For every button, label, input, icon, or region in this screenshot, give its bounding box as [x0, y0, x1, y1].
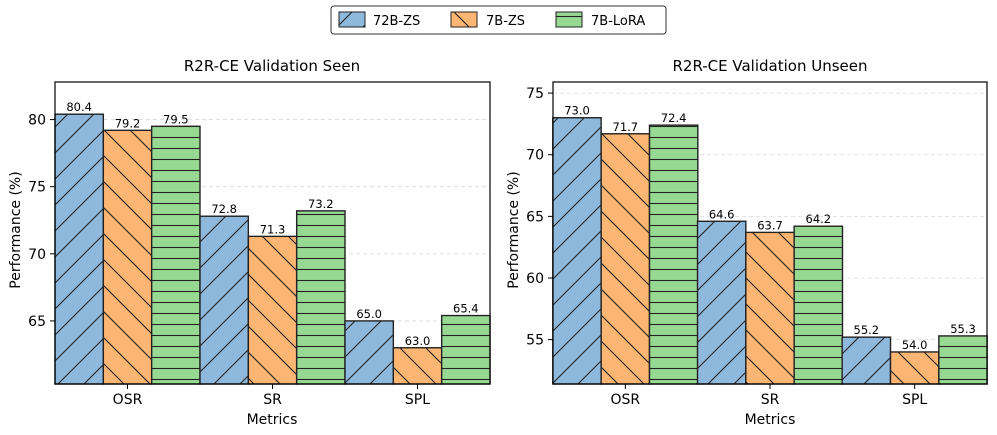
bar-label-7b-zs-sr: 71.3 [260, 222, 286, 236]
bar-label-72b-zs-spl: 55.2 [854, 323, 880, 337]
y-tick-label: 70 [526, 148, 544, 164]
bar-label-72b-zs-osr: 73.0 [564, 104, 590, 118]
bar-hatch-72b-zs-osr [54, 113, 105, 385]
y-tick-label: 65 [28, 314, 46, 330]
y-tick-label: 55 [526, 333, 544, 349]
legend-label-72b-zs: 72B-ZS [373, 14, 420, 29]
y-tick-label: 70 [28, 247, 46, 263]
y-ticks-seen: 65 70 75 80 [28, 113, 55, 330]
y-ticks-unseen: 55 60 65 70 75 [526, 86, 553, 349]
bar-label-7b-lora-spl: 55.3 [950, 322, 976, 336]
bar-labels-seen: 80.4 79.2 79.5 72.8 71.3 73.2 65.0 63.0 65.4 [66, 100, 478, 348]
bars-unseen [552, 117, 988, 385]
legend-item-7b-lora: 7B-LoRA [555, 11, 645, 29]
bar-hatch-7b-lora-osr [150, 125, 201, 385]
legend-label-7b-zs: 7B-ZS [486, 14, 525, 29]
plot-frame-unseen [552, 81, 988, 385]
bar-hatch-7b-zs-osr [600, 133, 651, 385]
x-tick-label: SPL [405, 392, 430, 408]
y-tick-label: 75 [28, 180, 46, 196]
bar-hatch-72b-zs-osr [552, 117, 602, 385]
bar-hatch-7b-zs-sr [247, 235, 298, 385]
bar-hatch-72b-zs-sr [199, 215, 250, 385]
bar-hatch-7b-lora-spl [440, 314, 491, 385]
x-ticks-unseen: OSR SR SPL [611, 384, 927, 408]
bar-hatch-7b-zs-spl [889, 351, 940, 385]
chart-unseen: R2R-CE Validation Unseen Performance (%)… [506, 57, 988, 428]
y-tick-label: 75 [526, 86, 544, 102]
bar-label-7b-zs-osr: 71.7 [613, 120, 639, 134]
bar-hatch-72b-zs-spl [344, 320, 395, 385]
chart-title-seen: R2R-CE Validation Seen [184, 57, 360, 75]
y-tick-label: 80 [28, 113, 46, 129]
bar-label-7b-lora-sr: 64.2 [806, 212, 832, 226]
bar-label-7b-zs-sr: 63.7 [757, 218, 783, 232]
chart-title-unseen: R2R-CE Validation Unseen [672, 57, 867, 75]
y-tick-label: 65 [526, 209, 544, 225]
bar-hatch-7b-lora-sr [793, 225, 844, 385]
bar-label-7b-lora-osr: 72.4 [661, 111, 687, 125]
x-tick-label: SR [263, 392, 282, 408]
legend: 72B-ZS 7B-ZS 7B-LoRA [330, 5, 667, 35]
bar-label-7b-lora-sr: 73.2 [308, 197, 334, 211]
bar-hatch-7b-lora-sr [295, 210, 346, 385]
x-tick-label: OSR [611, 392, 641, 408]
x-axis-label-seen: Metrics [247, 412, 298, 428]
x-tick-label: SR [761, 392, 780, 408]
bar-label-7b-lora-osr: 79.5 [163, 112, 189, 126]
bar-hatch-72b-zs-sr [696, 220, 747, 385]
bar-label-72b-zs-sr: 72.8 [211, 202, 237, 216]
bar-hatch-7b-zs-osr [102, 129, 153, 385]
legend-item-72b-zs: 72B-ZS [338, 11, 420, 29]
legend-label-7b-lora: 7B-LoRA [591, 14, 645, 29]
bar-hatch-7b-zs-sr [745, 231, 795, 385]
bar-label-72b-zs-spl: 65.0 [356, 307, 382, 321]
bar-hatch-72b-zs-spl [841, 336, 892, 385]
x-tick-label: OSR [113, 392, 143, 408]
bar-hatch-7b-lora-spl [938, 335, 988, 385]
y-axis-label-unseen: Performance (%) [506, 171, 522, 288]
bar-labels-unseen: 73.0 71.7 72.4 64.6 63.7 64.2 55.2 54.0 55.3 [564, 104, 976, 352]
y-axis-label-seen: Performance (%) [8, 171, 24, 288]
x-ticks-seen: OSR SR SPL [113, 384, 430, 408]
x-axis-label-unseen: Metrics [745, 412, 796, 428]
bar-hatch-7b-zs-spl [392, 347, 443, 385]
bar-hatch-7b-lora-osr [648, 124, 699, 385]
x-tick-label: SPL [902, 392, 927, 408]
bar-label-72b-zs-sr: 64.6 [709, 207, 735, 221]
plot-frame-seen [54, 81, 491, 385]
legend-item-7b-zs: 7B-ZS [450, 11, 525, 29]
chart-seen: R2R-CE Validation Seen Performance (%) M… [8, 57, 491, 428]
bar-label-7b-zs-spl: 63.0 [405, 334, 431, 348]
bar-label-7b-zs-osr: 79.2 [115, 116, 141, 130]
bar-label-7b-zs-spl: 54.0 [902, 338, 928, 352]
bars-seen [54, 113, 491, 385]
y-tick-label: 60 [526, 271, 544, 287]
bar-label-72b-zs-osr: 80.4 [66, 100, 92, 114]
bar-label-7b-lora-spl: 65.4 [453, 302, 479, 316]
